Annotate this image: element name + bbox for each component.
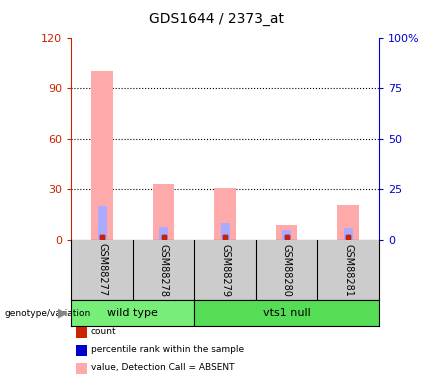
Text: genotype/variation: genotype/variation bbox=[4, 309, 90, 318]
Text: GSM88281: GSM88281 bbox=[343, 244, 353, 296]
Text: GSM88277: GSM88277 bbox=[97, 243, 107, 297]
Bar bbox=[282, 230, 291, 240]
Text: GSM88278: GSM88278 bbox=[158, 243, 169, 297]
Bar bbox=[91, 71, 113, 240]
Text: count: count bbox=[91, 327, 116, 336]
Text: percentile rank within the sample: percentile rank within the sample bbox=[91, 345, 244, 354]
Text: GSM88279: GSM88279 bbox=[220, 243, 230, 297]
Bar bbox=[159, 226, 168, 240]
Bar bbox=[220, 223, 230, 240]
Text: GDS1644 / 2373_at: GDS1644 / 2373_at bbox=[149, 12, 284, 26]
Bar bbox=[97, 206, 107, 240]
Text: vts1 null: vts1 null bbox=[263, 308, 310, 318]
Bar bbox=[153, 184, 174, 240]
Text: wild type: wild type bbox=[107, 308, 158, 318]
Bar bbox=[214, 188, 236, 240]
Bar bbox=[337, 205, 359, 240]
Bar bbox=[343, 228, 353, 240]
Text: ▶: ▶ bbox=[58, 307, 68, 320]
Text: GSM88280: GSM88280 bbox=[281, 244, 292, 296]
Text: value, Detection Call = ABSENT: value, Detection Call = ABSENT bbox=[91, 363, 234, 372]
Bar bbox=[276, 225, 297, 240]
